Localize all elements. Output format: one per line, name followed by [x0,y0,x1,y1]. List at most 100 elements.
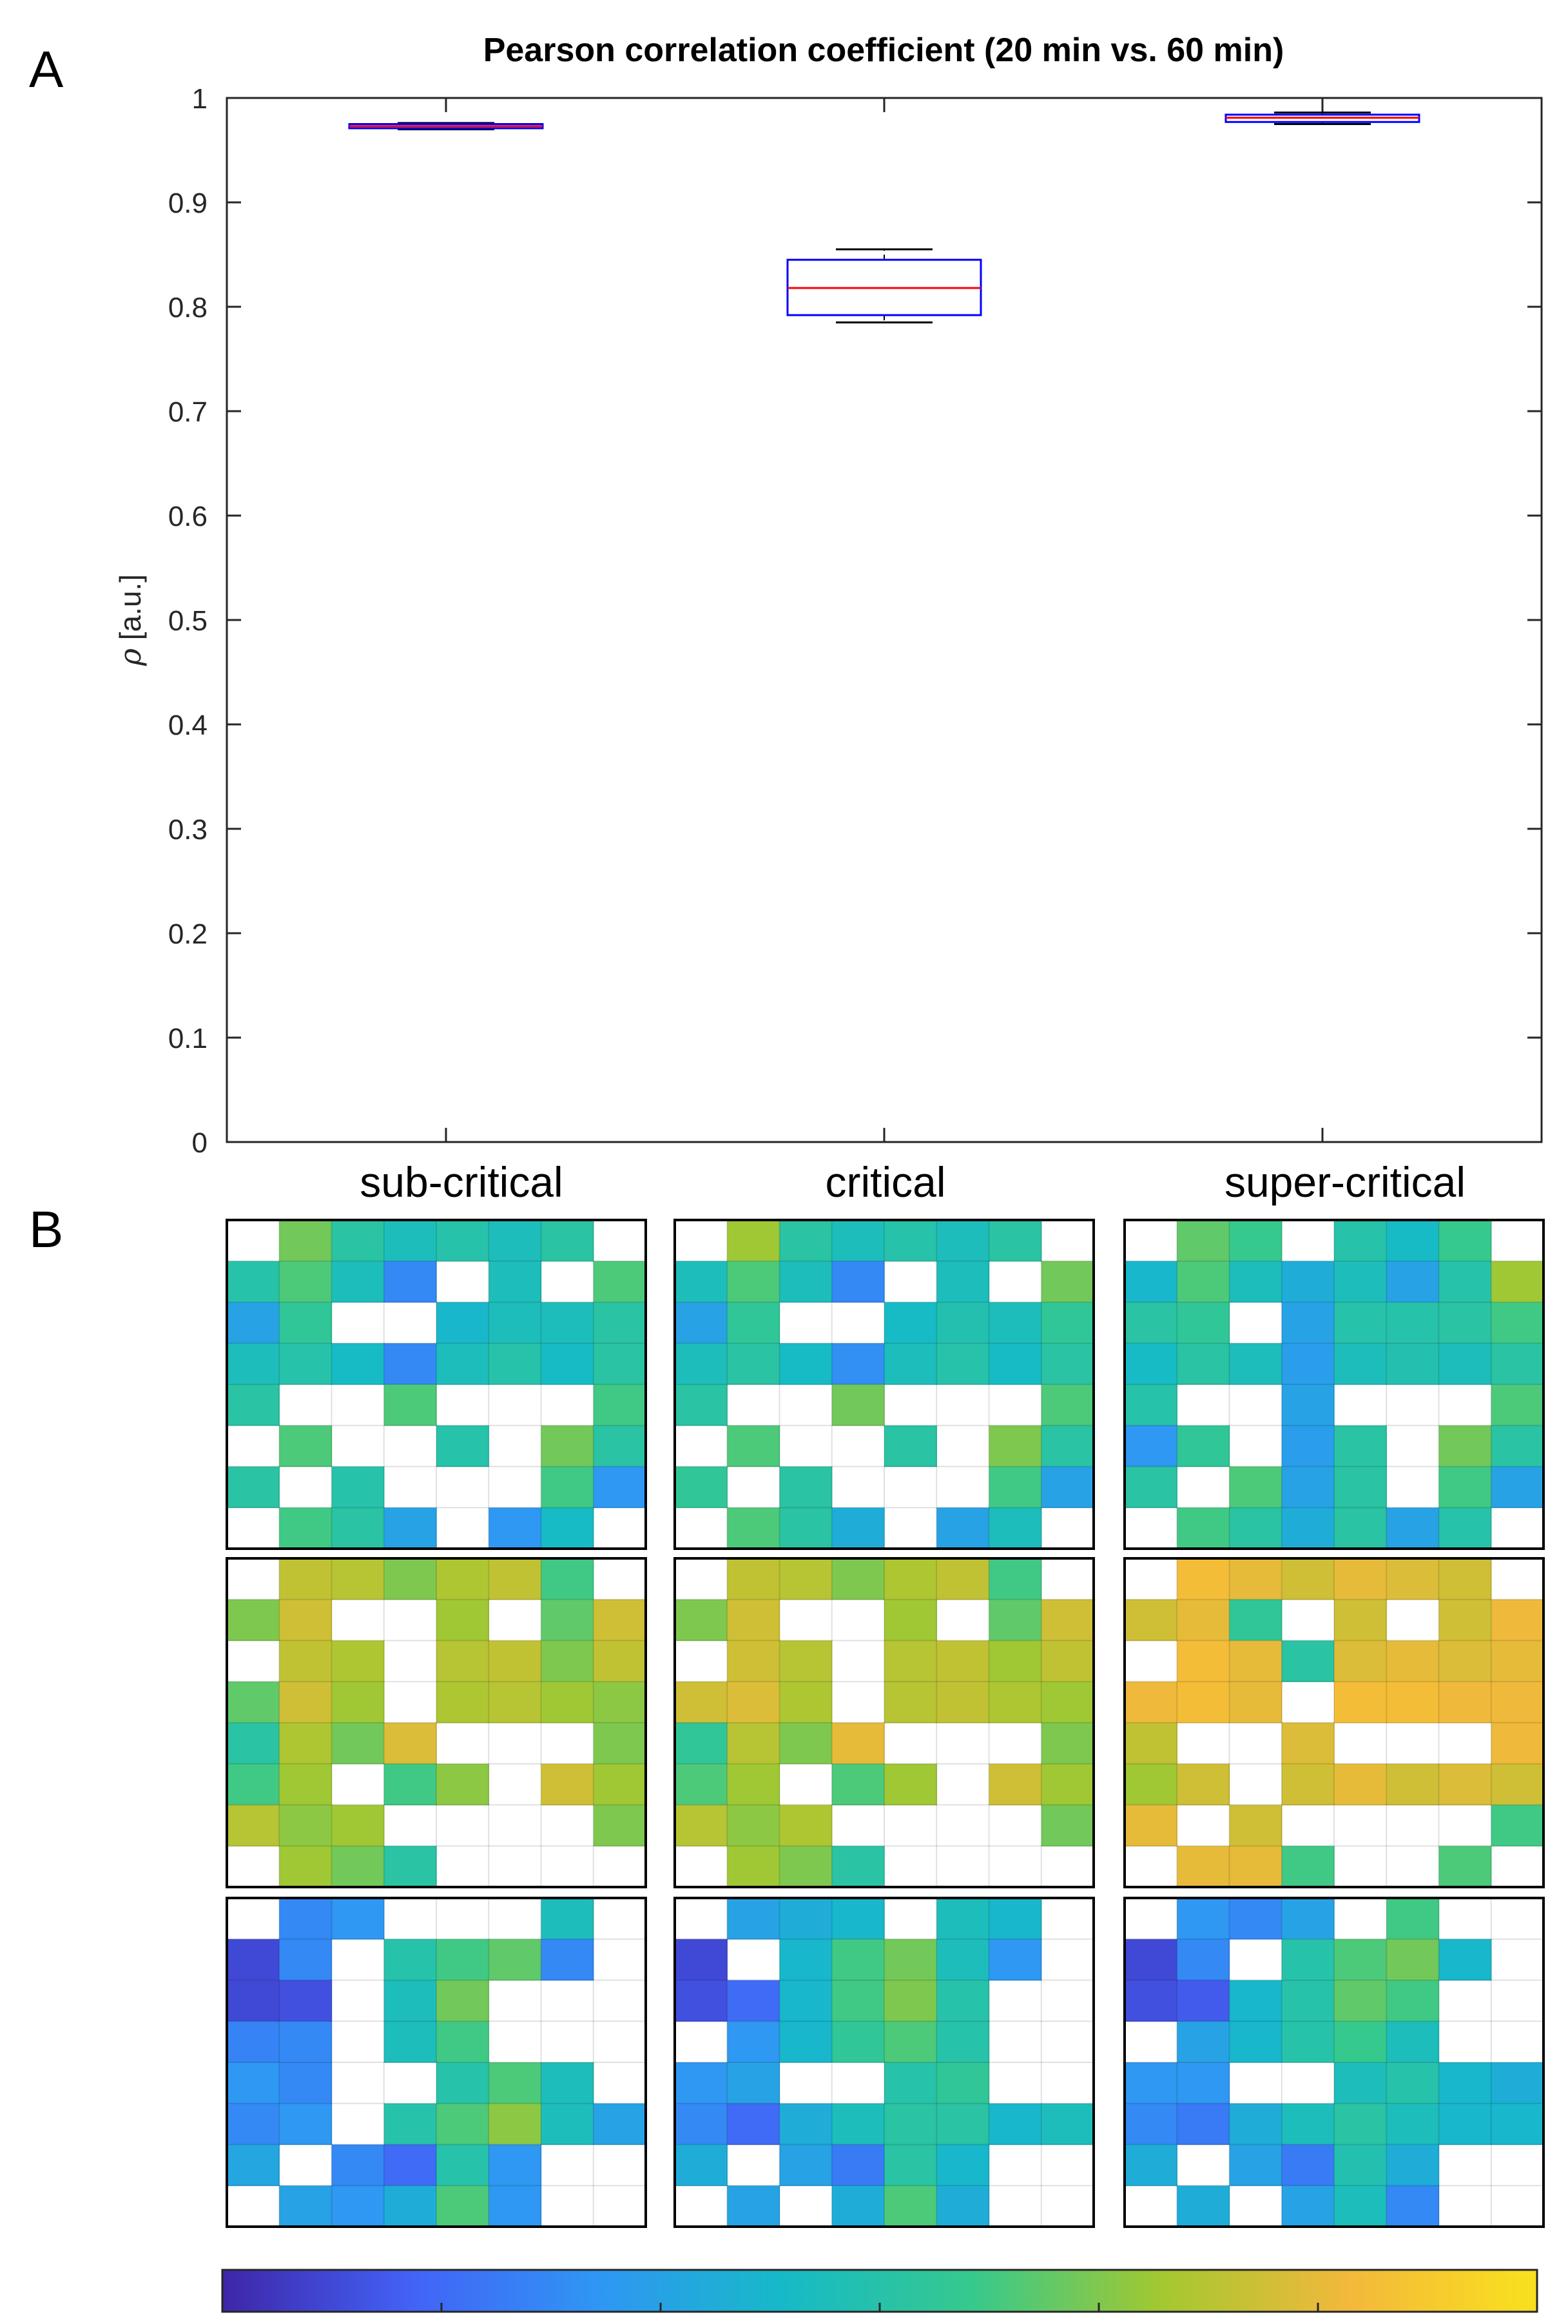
heatmap-cell [727,1507,780,1549]
heatmap-cell [227,2144,280,2186]
heatmap-cell [1334,1220,1387,1262]
heatmap-cell [1386,1302,1440,1344]
heatmap-cell [779,1980,833,2022]
heatmap-cell [593,1805,646,1846]
heatmap-cell [593,1261,646,1303]
heatmap-cell [675,1681,728,1723]
heatmap-cell [1177,1681,1230,1723]
heatmap-cell [989,1466,1042,1508]
heatmap-cell [831,2144,885,2186]
box-sub-critical [348,122,544,131]
box-plot: 0 0.1 0.2 0.3 0.4 0.5 0.6 0.7 0.8 0.9 1 [168,83,1543,1159]
heatmap-cell [227,1805,280,1846]
heatmap-cell [1438,1343,1492,1385]
heatmap-cell [779,1507,833,1549]
heatmap-cell [436,1939,489,1981]
heatmap-cell [383,1507,437,1549]
heatmap-cell [227,1980,280,2022]
heatmap-super-critical-2 [1123,1557,1545,1888]
heatmap-cell [831,1939,885,1981]
heatmap-cell [1334,2062,1387,2104]
heatmap-cell [1229,1466,1282,1508]
heatmap-cell [989,1640,1042,1682]
heatmap-cell [1125,2062,1177,2104]
heatmap-cell [1386,1763,1440,1806]
heatmap-cell [1177,1846,1230,1888]
heatmap-cell [541,1939,594,1981]
heatmap-cell [331,2185,385,2227]
heatmap-frame [1123,1897,1545,2228]
heatmap-cell [1386,1939,1440,1981]
heatmap-cell [1386,2062,1440,2104]
heatmap-cell [593,1723,646,1765]
heatmap-cell [1491,1343,1544,1385]
heatmap-cell [1177,1640,1230,1682]
heatmap-cell [1491,1640,1544,1682]
heatmap-cell [675,1723,728,1765]
heatmap-cell [1386,1220,1440,1262]
box-super-critical [1224,111,1420,125]
panel-label-a: A [29,41,64,98]
heatmap-cell [541,1599,594,1641]
heatmap-cell [779,1640,833,1682]
box-plot-area [226,97,1543,1143]
heatmap-cell [593,1599,646,1641]
heatmap-cell [1386,2185,1440,2227]
heatmap-cell [675,1805,728,1846]
heatmap-cell [779,2144,833,2186]
heatmap-cell [779,1261,833,1303]
heatmap-cell [593,1302,646,1344]
heatmap-cell [936,1558,990,1600]
heatmap-cell [884,2144,937,2186]
heatmap-cell [1491,1261,1544,1303]
heatmap-cell [884,1681,937,1723]
heatmap-cell [227,1763,280,1806]
heatmap-cell [593,2103,646,2145]
heatmap-cell [989,1939,1042,1981]
heatmap-cell [1229,1220,1282,1262]
heatmap-cell [1125,1466,1177,1508]
heatmap-cell [489,1681,542,1723]
heatmap-cell [884,1939,937,1981]
heatmap-cell [1177,2103,1230,2145]
heatmap-cell [989,1425,1042,1467]
heatmap-cell [1281,1980,1335,2022]
heatmap-cell [1177,1425,1230,1467]
heatmap-cell [1281,1640,1335,1682]
heatmap-cell [1177,2062,1230,2104]
heatmap-cell [1438,1939,1492,1981]
heatmap-cell [541,1681,594,1723]
heatmap-cell [1491,1805,1544,1846]
heatmap-cell [1177,1763,1230,1806]
heatmap-cell [1125,1939,1177,1981]
heatmap-cell [1334,1939,1387,1981]
heatmap-cell [489,1507,542,1549]
heatmap-cell [727,1763,780,1806]
heatmap-cell [1334,1302,1387,1344]
heatmap-cell [1229,1805,1282,1846]
heatmap-cell [1281,1425,1335,1467]
heatmap-cell [489,1558,542,1600]
heatmap-cell [1125,1261,1177,1303]
heatmap-cell [1491,1681,1544,1723]
heatmap-cell [936,1640,990,1682]
heatmap-cell [989,1763,1042,1806]
heatmap-cell [331,2144,385,2186]
heatmap-cell [1125,1302,1177,1344]
heatmap-cell [1386,2144,1440,2186]
heatmap-cell [1281,2144,1335,2186]
heatmap-frame [673,1557,1095,1888]
heatmap-cell [936,2062,990,2104]
heatmap-cell [436,2185,489,2227]
heatmap-cell [1281,1846,1335,1888]
heatmap-cell [279,1846,333,1888]
heatmap-cell [436,2062,489,2104]
box-critical [786,248,982,324]
heatmap-cell [779,1558,833,1600]
heatmap-cell [279,1980,333,2022]
heatmap-cell [1125,1980,1177,2022]
heatmap-cell [936,2021,990,2063]
heatmap-cell [1177,1261,1230,1303]
heatmap-cell [884,1640,937,1682]
heatmap-cell [1041,1763,1094,1806]
